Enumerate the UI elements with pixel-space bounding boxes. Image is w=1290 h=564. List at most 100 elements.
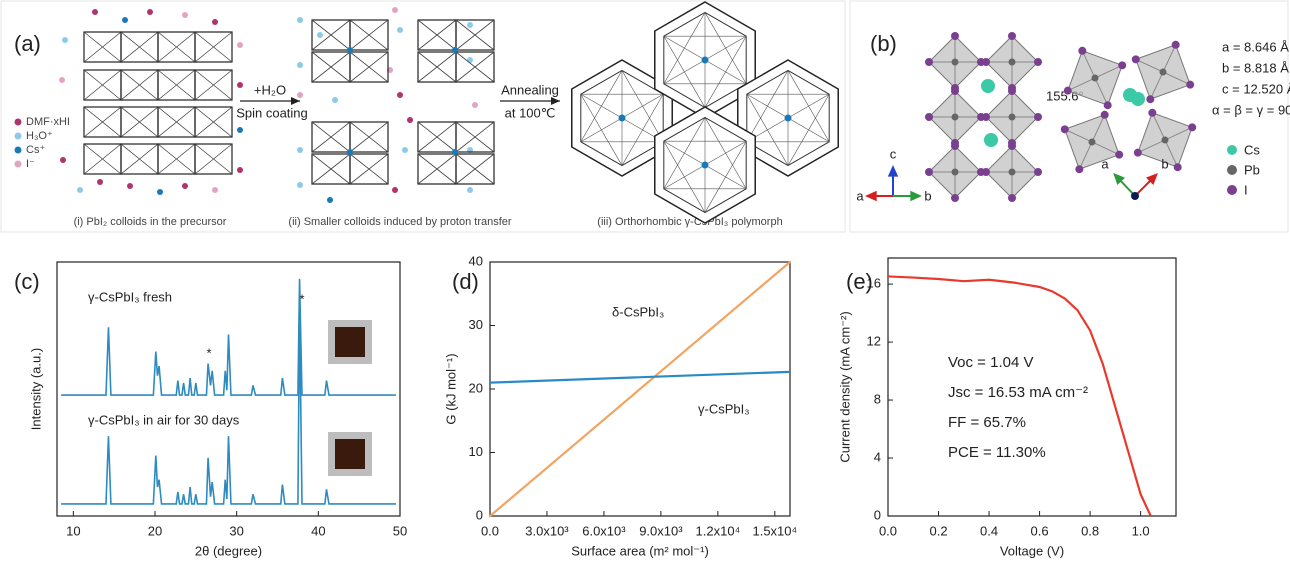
x-tick-label: 3.0x10³: [525, 523, 569, 538]
ion-dot: [332, 97, 338, 103]
i-atom: [1186, 81, 1194, 89]
i-atom: [1008, 194, 1016, 202]
y-axis-label: Intensity (a.u.): [28, 348, 43, 430]
ion-dot: [392, 7, 398, 13]
i-atom: [1146, 95, 1154, 103]
cs-dot: [347, 47, 353, 53]
ion-dot: [77, 187, 83, 193]
y-axis-label: Current density (mA cm⁻²): [837, 311, 852, 462]
legend-dot: [15, 147, 22, 154]
i-atom: [1034, 168, 1042, 176]
y-tick-label: 0: [476, 507, 483, 522]
x-tick-label: 0.0: [879, 523, 897, 538]
lattice-cross: [350, 20, 388, 50]
i-atom: [1172, 41, 1180, 49]
cs-atom: [981, 79, 995, 93]
cs-dot: [702, 162, 709, 169]
i-atom: [1188, 123, 1196, 131]
lattice-cross: [195, 144, 232, 174]
lattice-cross: [84, 107, 121, 137]
ion-dot: [182, 12, 188, 18]
peak-mark: *: [299, 291, 304, 306]
i-atom: [1101, 111, 1109, 119]
lattice-cross: [350, 154, 388, 184]
ion-dot: [467, 22, 473, 28]
arrow-text: Annealing: [501, 82, 559, 97]
lattice-cross: [456, 122, 494, 152]
i-atom: [1034, 58, 1042, 66]
i-atom: [951, 142, 959, 150]
lattice-cross: [84, 144, 121, 174]
i-atom: [1008, 142, 1016, 150]
pb-atom: [952, 169, 959, 176]
i-atom: [925, 113, 933, 121]
ion-dot: [237, 127, 243, 133]
lattice-cross: [312, 154, 350, 184]
i-atom: [925, 168, 933, 176]
axis-name: a: [856, 188, 864, 203]
ion-dot: [407, 117, 413, 123]
ion-dot: [212, 19, 218, 25]
cs-dot: [785, 115, 792, 122]
legend-label: I: [1244, 182, 1248, 197]
ion-dot: [397, 27, 403, 33]
y-tick-label: 0: [874, 507, 881, 522]
pb-atom: [1089, 139, 1096, 146]
y-tick-label: 10: [469, 444, 483, 459]
legend-label: Cs: [1244, 142, 1260, 157]
inset-film: [335, 439, 365, 469]
ion-dot: [157, 189, 163, 195]
x-axis-label: 2θ (degree): [195, 543, 262, 558]
lattice-cross: [418, 20, 456, 50]
x-tick-label: 0.4: [980, 523, 998, 538]
panel-label: (a): [14, 31, 41, 56]
x-tick-label: 40: [311, 523, 325, 538]
pb-atom: [1162, 137, 1169, 144]
lattice-cross: [158, 144, 195, 174]
peak-mark: *: [206, 345, 211, 360]
x-tick-label: 0.2: [929, 523, 947, 538]
i-atom: [1174, 163, 1182, 171]
x-tick-label: 1.2x10⁴: [696, 523, 741, 538]
lattice-cross: [195, 32, 232, 62]
i-atom: [1104, 101, 1112, 109]
axis-name: c: [890, 146, 897, 161]
lattice-cross: [350, 52, 388, 82]
pb-atom: [1092, 75, 1099, 82]
i-atom: [951, 87, 959, 95]
ion-dot: [317, 32, 323, 38]
arrow-head: [910, 191, 922, 201]
ion-dot: [467, 57, 473, 63]
panel-label: (d): [452, 269, 479, 294]
ion-dot: [92, 9, 98, 15]
lattice-cross: [418, 52, 456, 82]
lattice-cross: [418, 122, 456, 152]
ion-dot: [237, 82, 243, 88]
series-label: γ-CsPbI₃ fresh: [88, 289, 172, 304]
i-atom: [1075, 165, 1083, 173]
lattice-cross: [84, 32, 121, 62]
axis-origin: [1131, 192, 1139, 200]
pb-atom: [1160, 69, 1167, 76]
x-tick-label: 50: [393, 523, 407, 538]
page: (a) (b) +H₂O Spin coating Annealing at 1…: [0, 0, 1290, 564]
i-atom: [982, 113, 990, 121]
x-tick-label: 10: [66, 523, 80, 538]
legend-label: Cs⁺: [26, 144, 45, 156]
ion-dot: [127, 183, 133, 189]
i-atom: [1134, 149, 1142, 157]
i-atom: [1148, 109, 1156, 117]
y-tick-label: 30: [469, 317, 483, 332]
lattice-cross: [158, 107, 195, 137]
figure: (a) (b) +H₂O Spin coating Annealing at 1…: [0, 0, 1290, 564]
pb-atom: [1009, 59, 1016, 66]
caption: (i) PbI₂ colloids in the precursor: [74, 216, 227, 228]
ion-dot: [297, 17, 303, 23]
legend-dot: [15, 119, 22, 126]
x-tick-label: 0.6: [1031, 523, 1049, 538]
x-tick-label: 0.0: [481, 523, 499, 538]
lattice-cross: [158, 70, 195, 100]
caption: (ii) Smaller colloids induced by proton …: [288, 216, 511, 228]
lattice-cross: [456, 52, 494, 82]
lattice-text: b = 8.818 Å: [1222, 60, 1289, 75]
